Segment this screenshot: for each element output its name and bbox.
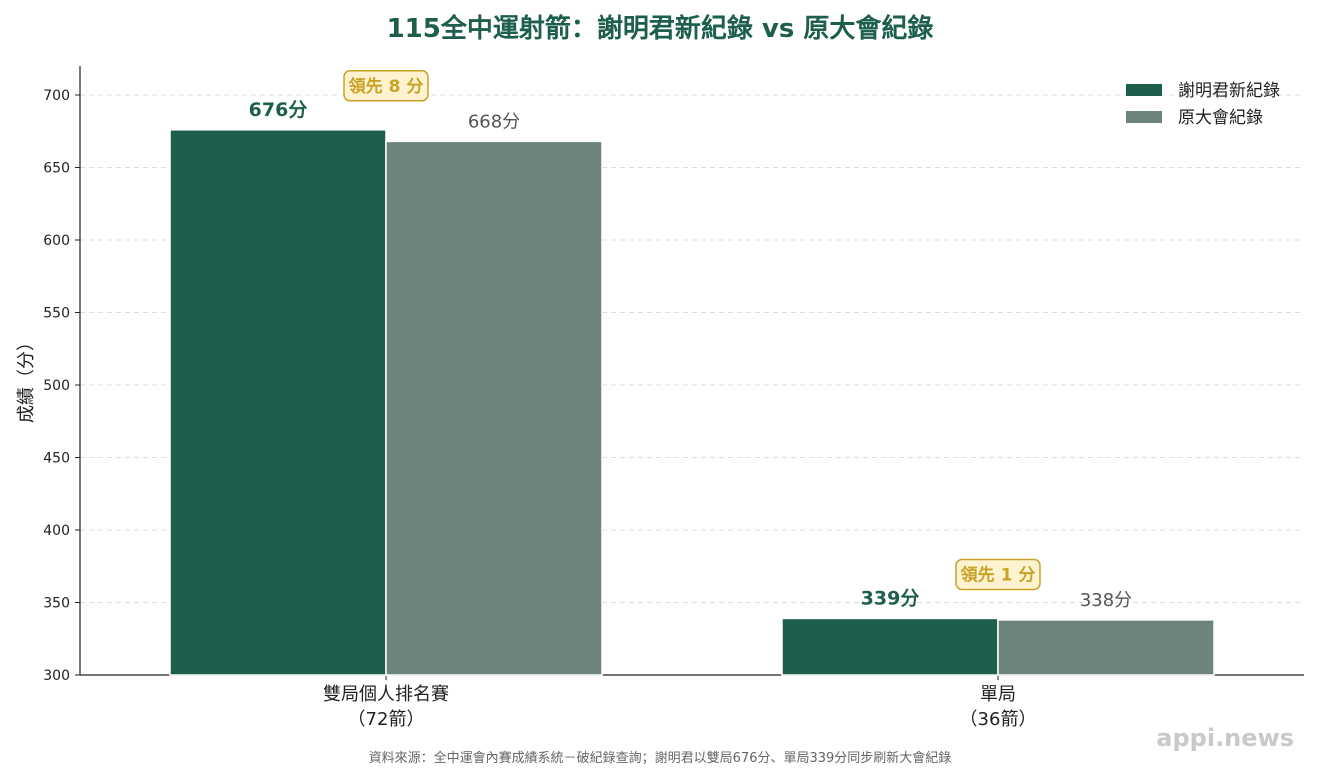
data-label: 339分 <box>861 587 920 609</box>
y-tick-label: 400 <box>43 523 70 539</box>
x-tick-label: 單局 <box>980 684 1016 705</box>
legend-label: 原大會紀錄 <box>1178 108 1263 128</box>
bar <box>781 617 999 676</box>
data-label: 668分 <box>468 111 520 132</box>
y-tick-label: 350 <box>43 596 70 612</box>
lead-badge <box>955 558 1041 591</box>
bar <box>997 619 1215 676</box>
chart-title: 115全中運射箭：謝明君新紀錄 vs 原大會紀錄 <box>386 14 934 44</box>
y-tick-label: 700 <box>43 88 70 104</box>
legend-label: 謝明君新紀錄 <box>1178 81 1280 101</box>
x-tick-label-sub: （72箭） <box>348 709 425 730</box>
lead-badge <box>343 70 429 102</box>
source-note: 資料來源：全中運會內賽成績系統－破紀錄查詢；謝明君以雙局676分、單局339分同… <box>368 751 952 766</box>
y-tick-label: 450 <box>43 451 70 467</box>
lead-annotations: 領先 8 分領先 1 分 <box>343 70 1041 591</box>
data-labels: 676分 668分 339分 338分 <box>249 99 1133 611</box>
y-tick-label: 500 <box>43 378 70 394</box>
y-tick-label: 650 <box>43 161 70 177</box>
bar <box>385 140 603 676</box>
data-label: 338分 <box>1080 590 1132 611</box>
x-tick-label: 雙局個人排名賽 <box>323 683 449 705</box>
y-tick-label: 550 <box>43 306 70 322</box>
grid-lines <box>80 94 1304 603</box>
legend-swatch <box>1126 84 1162 96</box>
y-tick-label: 300 <box>43 668 70 684</box>
x-tick-label-sub: （36箭） <box>960 709 1037 730</box>
lead-badge-label: 領先 8 分 <box>349 76 424 97</box>
data-label: 676分 <box>249 99 308 121</box>
y-axis-title: 成績（分） <box>16 333 37 423</box>
legend-swatch <box>1126 111 1162 123</box>
watermark: appi.news <box>1156 724 1294 752</box>
bar <box>169 129 387 676</box>
lead-badge-label: 領先 1 分 <box>961 564 1036 585</box>
bars <box>169 129 1215 676</box>
y-tick-label: 600 <box>43 233 70 249</box>
